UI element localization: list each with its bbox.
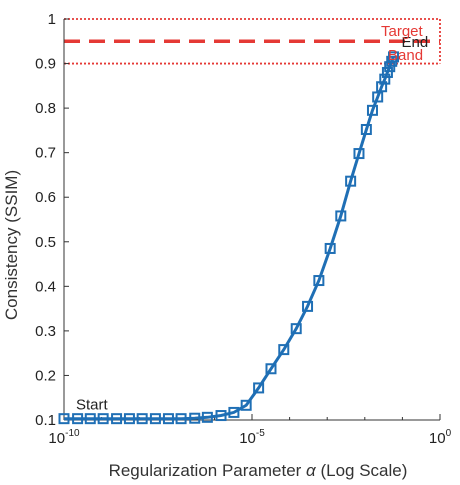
series-point xyxy=(381,66,393,78)
x-axis-ticks: 10-10 10-5 100 xyxy=(48,414,452,447)
series-point xyxy=(379,73,391,85)
data-series xyxy=(58,51,400,425)
end-label: End xyxy=(402,34,429,51)
series-point xyxy=(58,413,70,425)
series-point xyxy=(175,413,187,425)
series-point xyxy=(240,399,252,411)
series-point xyxy=(290,323,302,335)
series-point xyxy=(84,413,96,425)
x-tick-label: 100 xyxy=(429,428,452,447)
target-band-lines xyxy=(64,18,441,65)
series-point xyxy=(376,81,388,93)
series-point xyxy=(388,51,400,63)
start-label: Start xyxy=(76,397,109,414)
y-tick-label: 1 xyxy=(48,11,56,28)
y-tick-label: 0.2 xyxy=(35,367,56,384)
series-point xyxy=(111,413,123,425)
y-axis-ticks: 0.1 0.2 0.3 0.4 0.5 0.6 0.7 0.8 0.9 1 xyxy=(35,11,69,429)
series-point xyxy=(228,406,240,418)
x-tick-label: 10-5 xyxy=(239,428,265,447)
x-tick-label: 10-10 xyxy=(48,428,80,447)
series-point xyxy=(345,175,357,187)
series-point xyxy=(335,210,347,222)
series-point xyxy=(189,412,201,424)
x-axis-label-prefix: Regularization Parameter xyxy=(109,461,306,480)
series-line xyxy=(64,56,395,421)
series-point xyxy=(302,300,314,312)
series-point xyxy=(123,413,135,425)
series-point xyxy=(353,148,365,160)
series-point xyxy=(201,411,213,423)
target-label: Target xyxy=(381,23,424,40)
band-label: Band xyxy=(388,47,423,64)
y-tick-label: 0.5 xyxy=(35,234,56,251)
series-point xyxy=(324,242,336,254)
y-tick-label: 0.7 xyxy=(35,145,56,162)
y-tick-label: 0.8 xyxy=(35,100,56,117)
y-tick-label: 0.9 xyxy=(35,56,56,73)
series-point xyxy=(360,123,372,135)
y-tick-label: 0.3 xyxy=(35,323,56,340)
series-point xyxy=(366,104,378,116)
y-tick-label: 0.1 xyxy=(35,412,56,429)
series-point xyxy=(372,91,384,103)
x-axis-label: Regularization Parameter α (Log Scale) xyxy=(109,461,408,480)
series-point xyxy=(72,413,84,425)
x-axis-label-symbol: α xyxy=(306,461,317,480)
series-point xyxy=(136,413,148,425)
series-point xyxy=(313,275,325,287)
series-point xyxy=(253,382,265,394)
series-point xyxy=(265,363,277,375)
series-point xyxy=(215,410,227,422)
y-tick-label: 0.4 xyxy=(35,278,56,295)
series-point xyxy=(97,413,109,425)
y-axis-label: Consistency (SSIM) xyxy=(2,170,21,320)
x-axis-label-suffix: (Log Scale) xyxy=(316,461,408,480)
y-tick-label: 0.6 xyxy=(35,189,56,206)
series-point xyxy=(278,344,290,356)
series-point xyxy=(149,413,161,425)
series-point xyxy=(162,413,174,425)
